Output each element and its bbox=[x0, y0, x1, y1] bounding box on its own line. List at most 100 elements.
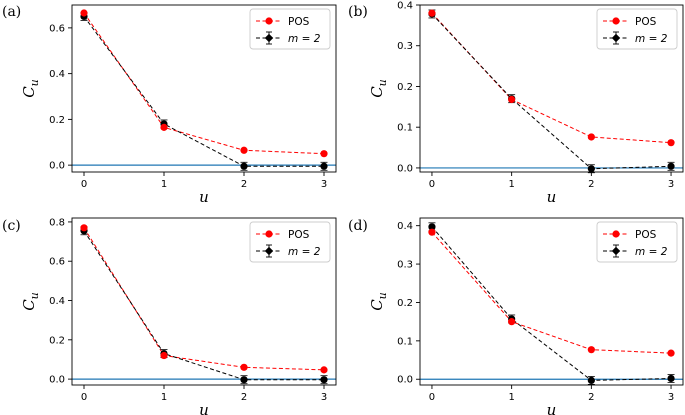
x-axis-label: u bbox=[547, 401, 557, 415]
y-tick-label: 0.4 bbox=[397, 1, 413, 12]
y-tick-label: 0.2 bbox=[49, 115, 65, 126]
x-tick-label: 0 bbox=[429, 392, 435, 403]
x-tick-label: 3 bbox=[668, 392, 674, 403]
legend-label-pos: POS bbox=[288, 229, 310, 241]
series-line-pos bbox=[83, 12, 325, 155]
data-point-pos bbox=[240, 146, 248, 154]
panel-label: (a) bbox=[2, 4, 21, 20]
x-tick-label: 2 bbox=[241, 392, 247, 403]
legend-marker-m2 bbox=[264, 246, 274, 256]
data-point-pos bbox=[667, 139, 675, 147]
series-line-pos bbox=[431, 231, 672, 354]
y-axis-label: Cu bbox=[20, 79, 41, 98]
legend: POS m = 2 bbox=[249, 221, 331, 263]
legend-marker-m2 bbox=[264, 33, 274, 43]
data-point-pos bbox=[587, 133, 595, 141]
legend-marker-pos bbox=[612, 230, 620, 238]
series-line-pos bbox=[431, 12, 672, 144]
data-point-pos bbox=[320, 150, 328, 158]
y-tick-label: 0.1 bbox=[397, 123, 413, 134]
y-tick-label: 0.2 bbox=[49, 335, 65, 346]
series-line-m2 bbox=[431, 226, 672, 381]
y-tick-label: 0.6 bbox=[49, 257, 65, 268]
axes-frame bbox=[419, 4, 684, 173]
data-point-m2 bbox=[320, 376, 328, 384]
panel-3: (c) 0 1 2 3 0.0 0.2 0.4 0.6 0.8 u Cu POS m = 2 bbox=[2, 217, 337, 415]
axes-frame bbox=[419, 217, 684, 386]
legend-label-pos: POS bbox=[635, 16, 657, 28]
legend-marker-pos bbox=[612, 17, 620, 25]
data-point-pos bbox=[240, 363, 248, 371]
data-point-pos bbox=[160, 123, 168, 131]
data-point-pos bbox=[160, 351, 168, 360]
y-axis-label: Cu bbox=[368, 79, 389, 98]
y-tick-label: 0.0 bbox=[397, 163, 413, 174]
data-point-m2 bbox=[667, 374, 675, 383]
y-tick-label: 0.1 bbox=[397, 336, 413, 347]
x-tick-label: 0 bbox=[81, 392, 87, 403]
y-tick-label: 0.2 bbox=[397, 298, 413, 309]
legend-label-m2: m = 2 bbox=[635, 33, 668, 45]
legend: POS m = 2 bbox=[596, 8, 678, 50]
legend-label-m2: m = 2 bbox=[288, 246, 321, 258]
panel-2: (b) 0 1 2 3 0.0 0.1 0.2 0.3 0.4 u Cu POS m = 2 bbox=[348, 1, 684, 206]
y-axis-label: Cu bbox=[20, 292, 41, 311]
data-point-m2 bbox=[240, 376, 248, 384]
data-point-pos bbox=[667, 349, 675, 357]
x-tick-label: 0 bbox=[81, 179, 87, 190]
data-point-m2 bbox=[240, 162, 248, 170]
x-tick-label: 3 bbox=[321, 392, 327, 403]
x-tick-label: 3 bbox=[668, 179, 674, 190]
y-tick-label: 0.0 bbox=[49, 161, 65, 172]
x-tick-label: 1 bbox=[161, 179, 167, 190]
series-line-m2 bbox=[83, 230, 324, 381]
x-tick-label: 0 bbox=[429, 179, 435, 190]
axes-frame bbox=[71, 217, 337, 386]
panel-4: (d) 0 1 2 3 0.0 0.1 0.2 0.3 0.4 u Cu POS m = 2 bbox=[348, 217, 684, 415]
legend-label-pos: POS bbox=[635, 229, 657, 241]
x-tick-label: 1 bbox=[508, 179, 514, 190]
legend-marker-pos bbox=[265, 230, 273, 238]
y-tick-label: 0.0 bbox=[397, 375, 413, 386]
data-point-m2 bbox=[320, 162, 328, 170]
y-tick-label: 0.6 bbox=[49, 23, 65, 34]
data-point-m2 bbox=[428, 223, 436, 231]
y-tick-label: 0.8 bbox=[49, 217, 65, 228]
axes-frame bbox=[71, 4, 337, 173]
y-tick-label: 0.3 bbox=[397, 41, 413, 52]
series-line-m2 bbox=[83, 16, 324, 167]
data-point-m2 bbox=[587, 376, 595, 384]
x-tick-label: 3 bbox=[321, 179, 327, 190]
y-tick-label: 0.3 bbox=[397, 260, 413, 271]
y-tick-label: 0.4 bbox=[397, 221, 413, 232]
data-point-pos bbox=[428, 9, 436, 17]
legend: POS m = 2 bbox=[249, 8, 331, 50]
data-point-m2 bbox=[667, 162, 675, 170]
legend-label-m2: m = 2 bbox=[635, 246, 668, 258]
x-axis-label: u bbox=[547, 188, 557, 206]
y-tick-label: 0.0 bbox=[49, 375, 65, 386]
x-tick-label: 1 bbox=[508, 392, 514, 403]
data-point-pos bbox=[508, 318, 516, 326]
panel-label: (c) bbox=[2, 218, 21, 234]
x-tick-label: 2 bbox=[241, 179, 247, 190]
y-axis-label: Cu bbox=[368, 292, 389, 311]
panel-1: (a) 0 1 2 3 0.0 0.2 0.4 0.6 u Cu POS m = 2 bbox=[2, 4, 337, 206]
data-point-pos bbox=[587, 346, 595, 354]
data-point-m2 bbox=[587, 165, 595, 173]
legend: POS m = 2 bbox=[596, 221, 678, 263]
panel-label: (b) bbox=[348, 4, 368, 20]
panel-label: (d) bbox=[348, 218, 368, 234]
legend-label-pos: POS bbox=[288, 16, 310, 28]
x-tick-label: 2 bbox=[588, 392, 594, 403]
data-point-pos bbox=[508, 95, 516, 104]
series-line-m2 bbox=[431, 13, 672, 170]
y-tick-label: 0.4 bbox=[49, 296, 65, 307]
y-tick-label: 0.4 bbox=[49, 69, 65, 80]
legend-marker-pos bbox=[265, 17, 273, 25]
x-axis-label: u bbox=[199, 188, 209, 206]
data-point-pos bbox=[80, 224, 88, 232]
data-point-pos bbox=[428, 228, 436, 236]
data-point-pos bbox=[80, 9, 88, 17]
